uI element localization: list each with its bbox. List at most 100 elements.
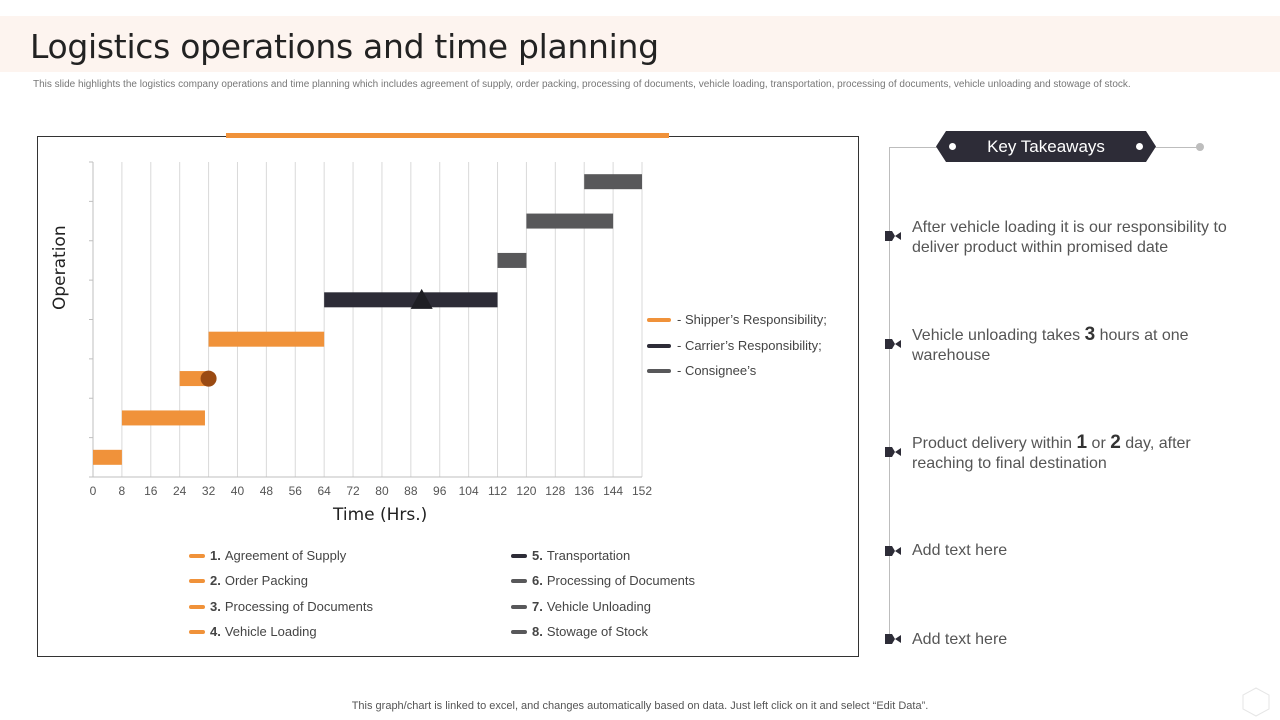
key-takeaways-heading: Key Takeaways	[987, 136, 1105, 156]
task-number: 4.	[210, 624, 221, 639]
bullet-marker-icon	[885, 339, 901, 349]
x-tick-label: 80	[375, 484, 389, 498]
legend-label: - Consignee’s	[677, 363, 757, 378]
x-tick-label: 128	[545, 484, 565, 498]
task-number: 8.	[532, 624, 543, 639]
task-legend-item: 4. Vehicle Loading	[189, 624, 317, 639]
gantt-bar	[584, 174, 642, 190]
gantt-bar	[208, 331, 325, 347]
takeaway-text: Product delivery within	[912, 435, 1077, 452]
takeaways-timeline-line	[889, 147, 890, 641]
takeaway-highlight-number: 1	[1076, 432, 1088, 453]
x-tick-label: 72	[346, 484, 360, 498]
task-legend-item: 8. Stowage of Stock	[511, 624, 648, 639]
takeaway-placeholder-text[interactable]: Add text here	[912, 542, 1008, 559]
takeaway-text: hours at one warehouse	[912, 327, 1189, 364]
legend-swatch	[189, 629, 205, 634]
legend-swatch	[511, 629, 527, 634]
x-tick-label: 32	[202, 484, 216, 498]
page-subtitle: This slide highlights the logistics comp…	[33, 79, 1131, 90]
takeaway-placeholder-text[interactable]: Add text here	[912, 631, 1008, 648]
task-name: Vehicle Loading	[224, 624, 317, 639]
task-legend-item: 5. Transportation	[511, 548, 630, 563]
task-legend-item: 6. Processing of Documents	[511, 573, 695, 588]
takeaways-line-end-dot	[1196, 143, 1204, 151]
x-tick-label: 96	[433, 484, 447, 498]
takeaway-item: After vehicle loading it is our responsi…	[912, 218, 1242, 258]
x-tick-label: 24	[173, 484, 187, 498]
legend-swatch-shipper	[647, 317, 671, 322]
title-band	[0, 16, 1280, 72]
x-tick-label: 104	[459, 484, 479, 498]
bullet-marker-icon	[885, 634, 901, 644]
task-number: 2.	[210, 573, 221, 588]
gantt-bar	[93, 449, 122, 465]
x-tick-label: 144	[603, 484, 623, 498]
legend-label: - Carrier’s Responsibility;	[677, 338, 822, 353]
x-tick-label: 48	[260, 484, 274, 498]
task-name: Vehicle Unloading	[546, 599, 651, 614]
gantt-bar	[179, 371, 209, 387]
task-name: Agreement of Supply	[224, 548, 347, 563]
x-tick-label: 112	[488, 484, 507, 498]
takeaway-highlight-number: 2	[1110, 432, 1121, 453]
legend-swatch	[511, 578, 527, 583]
takeaway-text: After vehicle loading it is our responsi…	[912, 219, 1227, 256]
page-title: Logistics operations and time planning	[30, 27, 659, 66]
x-tick-label: 152	[632, 484, 652, 498]
legend-swatch	[189, 604, 205, 609]
takeaway-text: or	[1087, 435, 1111, 452]
x-tick-label: 8	[119, 484, 126, 498]
legend-swatch	[511, 553, 527, 558]
x-tick-label: 0	[90, 484, 97, 498]
badge-dot	[949, 143, 956, 150]
x-axis-label: Time (Hrs.)	[333, 505, 428, 525]
key-takeaways-badge: Key Takeaways	[936, 131, 1156, 162]
legend-swatch	[511, 604, 527, 609]
takeaway-text: day, after reaching to final destination	[912, 435, 1191, 472]
task-legend-item: 1. Agreement of Supply	[189, 548, 346, 563]
x-tick-label: 136	[574, 484, 594, 498]
gantt-bar	[324, 292, 498, 308]
legend-swatch-consignee	[647, 368, 671, 373]
legend-swatch-carrier	[647, 343, 671, 348]
takeaway-item: Vehicle unloading takes 3 hours at one w…	[912, 325, 1242, 366]
task-number: 7.	[532, 599, 543, 614]
y-axis-label: Operation	[50, 225, 70, 310]
task-name: Transportation	[546, 548, 631, 563]
chart-top-accent-bar	[226, 133, 669, 138]
x-tick-label: 120	[516, 484, 536, 498]
x-tick-label: 56	[289, 484, 303, 498]
gantt-bar	[121, 410, 205, 426]
task-legend-item: 7. Vehicle Unloading	[511, 599, 651, 614]
x-tick-label: 88	[404, 484, 418, 498]
x-tick-label: 16	[144, 484, 158, 498]
gantt-bar	[497, 252, 527, 268]
legend-carrier: - Carrier’s Responsibility;	[647, 338, 822, 353]
task-legend-item: 2. Order Packing	[189, 573, 308, 588]
legend-shipper: - Shipper’s Responsibility;	[647, 312, 827, 327]
task-number: 6.	[532, 573, 543, 588]
legend-swatch	[189, 578, 205, 583]
x-tick-label: 64	[317, 484, 331, 498]
legend-consignee: - Consignee’s	[647, 363, 756, 378]
task-number: 1.	[210, 548, 221, 563]
takeaway-item: Product delivery within 1 or 2 day, afte…	[912, 433, 1242, 474]
takeaway-item[interactable]: Add text here	[912, 630, 1242, 650]
task-legend-item: 3. Processing of Documents	[189, 599, 373, 614]
task-name: Processing of Documents	[224, 599, 373, 614]
takeaway-item[interactable]: Add text here	[912, 541, 1242, 561]
takeaway-highlight-number: 3	[1084, 324, 1096, 345]
gantt-chart[interactable]: 0 8 16 24 32 40 48 56 64 72 80 88 96 104 112 120 128 136 1…	[37, 136, 859, 657]
milestone-circle	[200, 370, 217, 387]
corner-hexagon-icon	[1242, 687, 1270, 717]
gantt-bar	[526, 213, 614, 229]
bullet-marker-icon	[885, 231, 901, 241]
task-number: 5.	[532, 548, 543, 563]
task-name: Processing of Documents	[546, 573, 695, 588]
bullet-marker-icon	[885, 546, 901, 556]
footer-note: This graph/chart is linked to excel, and…	[351, 700, 929, 712]
task-name: Stowage of Stock	[546, 624, 649, 639]
x-tick-label: 40	[231, 484, 245, 498]
legend-label: - Shipper’s Responsibility;	[677, 312, 827, 327]
